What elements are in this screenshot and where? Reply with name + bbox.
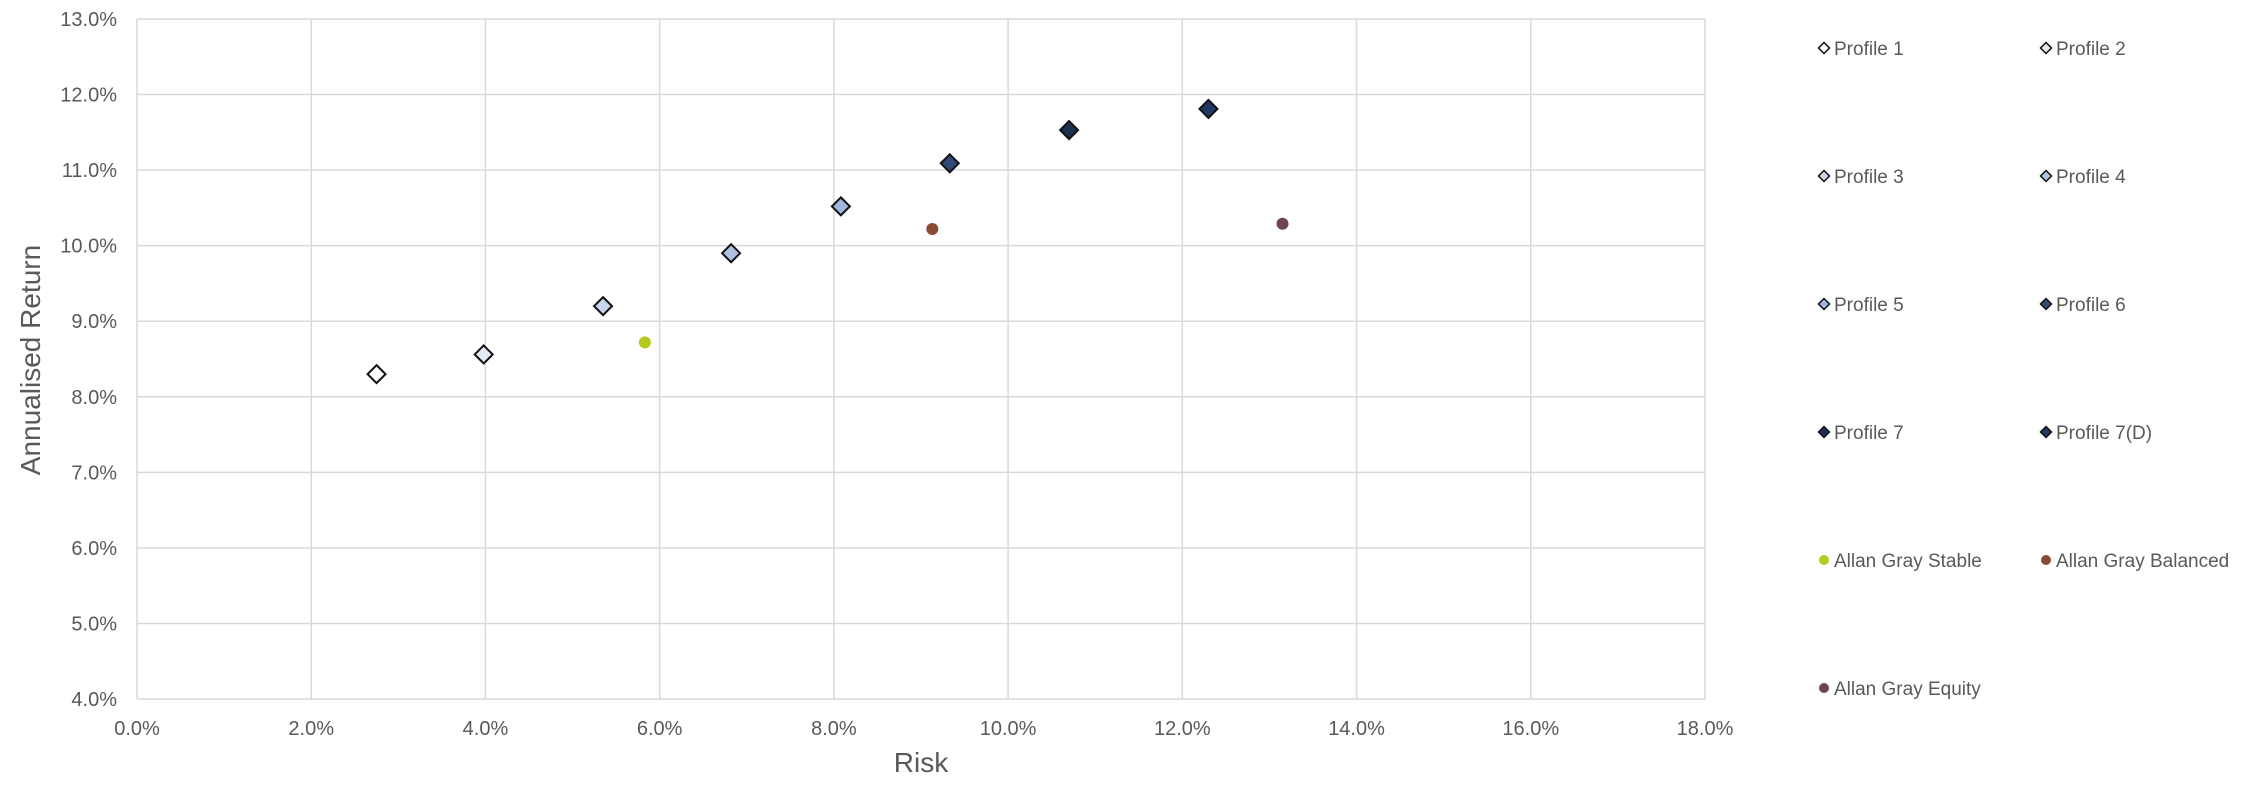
data-points bbox=[366, 98, 1289, 385]
legend-label: Allan Gray Balanced bbox=[2056, 551, 2229, 572]
x-tick-label: 12.0% bbox=[1154, 718, 1211, 740]
legend-entry: Profile 7(D) bbox=[2039, 423, 2152, 444]
y-tick-label: 13.0% bbox=[60, 9, 117, 31]
data-point bbox=[366, 363, 387, 385]
legend-entry: Profile 4 bbox=[2039, 167, 2126, 188]
legend-label: Profile 1 bbox=[1834, 39, 1904, 60]
legend-entry: Allan Gray Balanced bbox=[2041, 551, 2229, 572]
legend-marker bbox=[1817, 41, 1831, 55]
y-tick-label: 11.0% bbox=[62, 160, 117, 182]
x-tick-label: 18.0% bbox=[1677, 718, 1734, 740]
legend-entry: Profile 6 bbox=[2039, 295, 2126, 316]
y-axis-title: Annualised Return bbox=[15, 245, 46, 475]
data-point bbox=[1058, 119, 1080, 141]
legend-marker bbox=[2039, 41, 2053, 55]
data-point bbox=[939, 152, 961, 174]
legend: Profile 1 Profile 2 Profile 3 Profile 4 Prof… bbox=[1817, 39, 2229, 700]
legend-entry: Profile 2 bbox=[2039, 39, 2126, 60]
legend-marker bbox=[1817, 425, 1831, 439]
legend-label: Profile 5 bbox=[1834, 295, 1904, 316]
data-point bbox=[592, 295, 614, 317]
grid bbox=[136, 18, 1706, 700]
data-point bbox=[830, 195, 852, 217]
legend-label: Profile 7(D) bbox=[2056, 423, 2152, 444]
y-tick-label: 9.0% bbox=[71, 311, 117, 333]
legend-marker bbox=[2039, 297, 2053, 311]
legend-marker bbox=[2039, 425, 2053, 439]
legend-label: Profile 2 bbox=[2056, 39, 2126, 60]
y-tick-label: 10.0% bbox=[60, 236, 117, 258]
x-axis-title: Risk bbox=[894, 747, 949, 778]
tick-labels: 0.0% 2.0% 4.0% 6.0% 8.0% 10.0% 12.0% 14.0% 16.0%… bbox=[60, 9, 1733, 740]
y-tick-label: 4.0% bbox=[71, 689, 117, 711]
y-tick-label: 8.0% bbox=[71, 387, 117, 409]
x-tick-label: 8.0% bbox=[811, 718, 857, 740]
legend-marker bbox=[1819, 555, 1829, 565]
data-point bbox=[1276, 217, 1289, 230]
legend-marker bbox=[2039, 169, 2053, 183]
x-tick-label: 10.0% bbox=[980, 718, 1037, 740]
legend-entry: Profile 5 bbox=[1817, 295, 1904, 316]
legend-marker bbox=[2041, 555, 2051, 565]
legend-label: Profile 7 bbox=[1834, 423, 1904, 444]
legend-label: Profile 3 bbox=[1834, 167, 1904, 188]
data-point bbox=[1198, 98, 1219, 120]
data-point bbox=[638, 336, 651, 349]
x-tick-label: 16.0% bbox=[1502, 718, 1559, 740]
legend-entry: Profile 1 bbox=[1817, 39, 1904, 60]
legend-label: Allan Gray Equity bbox=[1834, 679, 1981, 700]
x-tick-label: 6.0% bbox=[637, 718, 683, 740]
legend-entry: Allan Gray Equity bbox=[1819, 679, 1981, 700]
x-tick-label: 4.0% bbox=[463, 718, 509, 740]
legend-marker bbox=[1817, 297, 1831, 311]
legend-marker bbox=[1819, 683, 1829, 693]
legend-label: Allan Gray Stable bbox=[1834, 551, 1982, 572]
legend-label: Profile 6 bbox=[2056, 295, 2126, 316]
legend-entry: Allan Gray Stable bbox=[1819, 551, 1982, 572]
y-tick-label: 6.0% bbox=[71, 538, 117, 560]
legend-entry: Profile 3 bbox=[1817, 167, 1904, 188]
x-tick-label: 0.0% bbox=[114, 718, 160, 740]
y-tick-label: 12.0% bbox=[60, 85, 117, 107]
y-tick-label: 5.0% bbox=[71, 613, 117, 635]
x-tick-label: 14.0% bbox=[1328, 718, 1385, 740]
data-point bbox=[926, 223, 939, 236]
y-tick-label: 7.0% bbox=[71, 462, 117, 484]
data-point bbox=[720, 242, 742, 264]
x-tick-label: 2.0% bbox=[288, 718, 334, 740]
legend-entry: Profile 7 bbox=[1817, 423, 1904, 444]
legend-label: Profile 4 bbox=[2056, 167, 2126, 188]
data-point bbox=[473, 344, 495, 365]
legend-marker bbox=[1817, 169, 1831, 183]
